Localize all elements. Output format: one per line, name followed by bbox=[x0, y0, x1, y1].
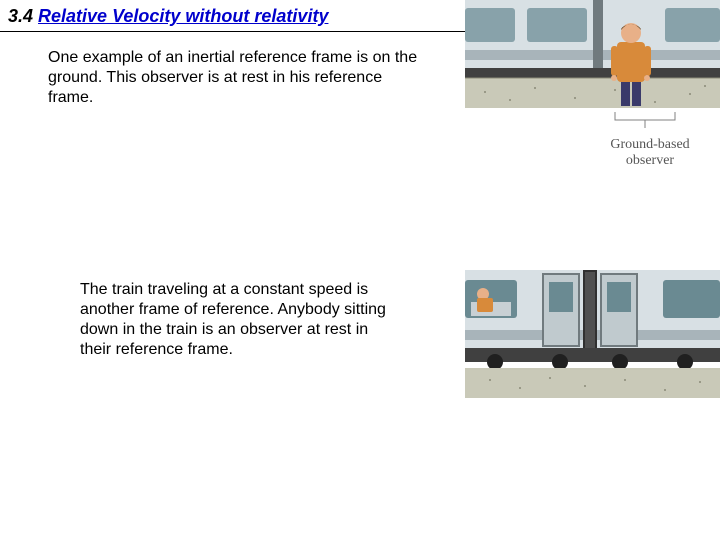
title-prefix: 3.4 bbox=[8, 6, 38, 26]
title-main: Relative Velocity without relativity bbox=[38, 6, 328, 26]
paragraph-1: One example of an inertial reference fra… bbox=[48, 48, 418, 108]
figure-ground-observer: Ground-based observer bbox=[465, 0, 720, 180]
ground-observer-illustration bbox=[465, 0, 720, 180]
figure-train-observer bbox=[465, 262, 720, 412]
train-observer-illustration bbox=[465, 262, 720, 412]
section-title: 3.4 Relative Velocity without relativity bbox=[8, 6, 328, 26]
paragraph-2: The train traveling at a constant speed … bbox=[80, 280, 400, 360]
